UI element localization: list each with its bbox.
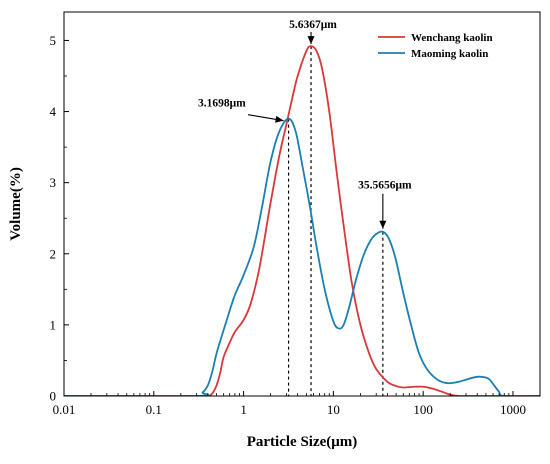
x-tick-label: 0.1 [146,402,162,417]
y-tick-label: 1 [50,317,57,332]
plot-frame [63,11,541,397]
series-line-maoming [64,117,540,396]
annotation-label-5-6367: 5.6367μm [289,19,337,31]
tick-labels: 0.01 0.1 1 10 100 1000 0 1 2 3 4 5 [50,33,526,417]
x-tick-label: 100 [413,402,433,417]
annotations: 5.6367μm 3.1698μm 35.5656μm [198,19,412,229]
legend-label-wenchang: Wenchang kaolin [411,32,493,44]
x-tick-label: 10 [327,402,340,417]
x-tick-label: 0.01 [53,402,76,417]
x-axis-title: Particle Size(μm) [247,434,358,450]
annotation-arrow-head [275,115,284,123]
y-axis-title: Volume(%) [8,167,24,241]
annotation-label-3-1698: 3.1698μm [198,98,246,110]
y-tick-label: 4 [50,104,57,119]
legend-label-maoming: Maoming kaolin [411,48,488,60]
series-line-wenchang [64,45,540,396]
y-tick-label: 0 [50,389,57,404]
annotation-arrow-head [379,220,387,229]
legend: Wenchang kaolin Maoming kaolin [378,32,493,60]
x-tick-label: 1 [240,402,247,417]
annotation-label-35-5656: 35.5656μm [358,180,412,192]
y-tick-label: 3 [50,175,57,190]
axis-ticks [63,39,514,397]
x-tick-label: 1000 [500,402,526,417]
plot-area [64,45,540,396]
y-tick-label: 2 [50,246,57,261]
y-tick-label: 5 [50,33,57,48]
annotation-arrow-head [307,36,315,45]
